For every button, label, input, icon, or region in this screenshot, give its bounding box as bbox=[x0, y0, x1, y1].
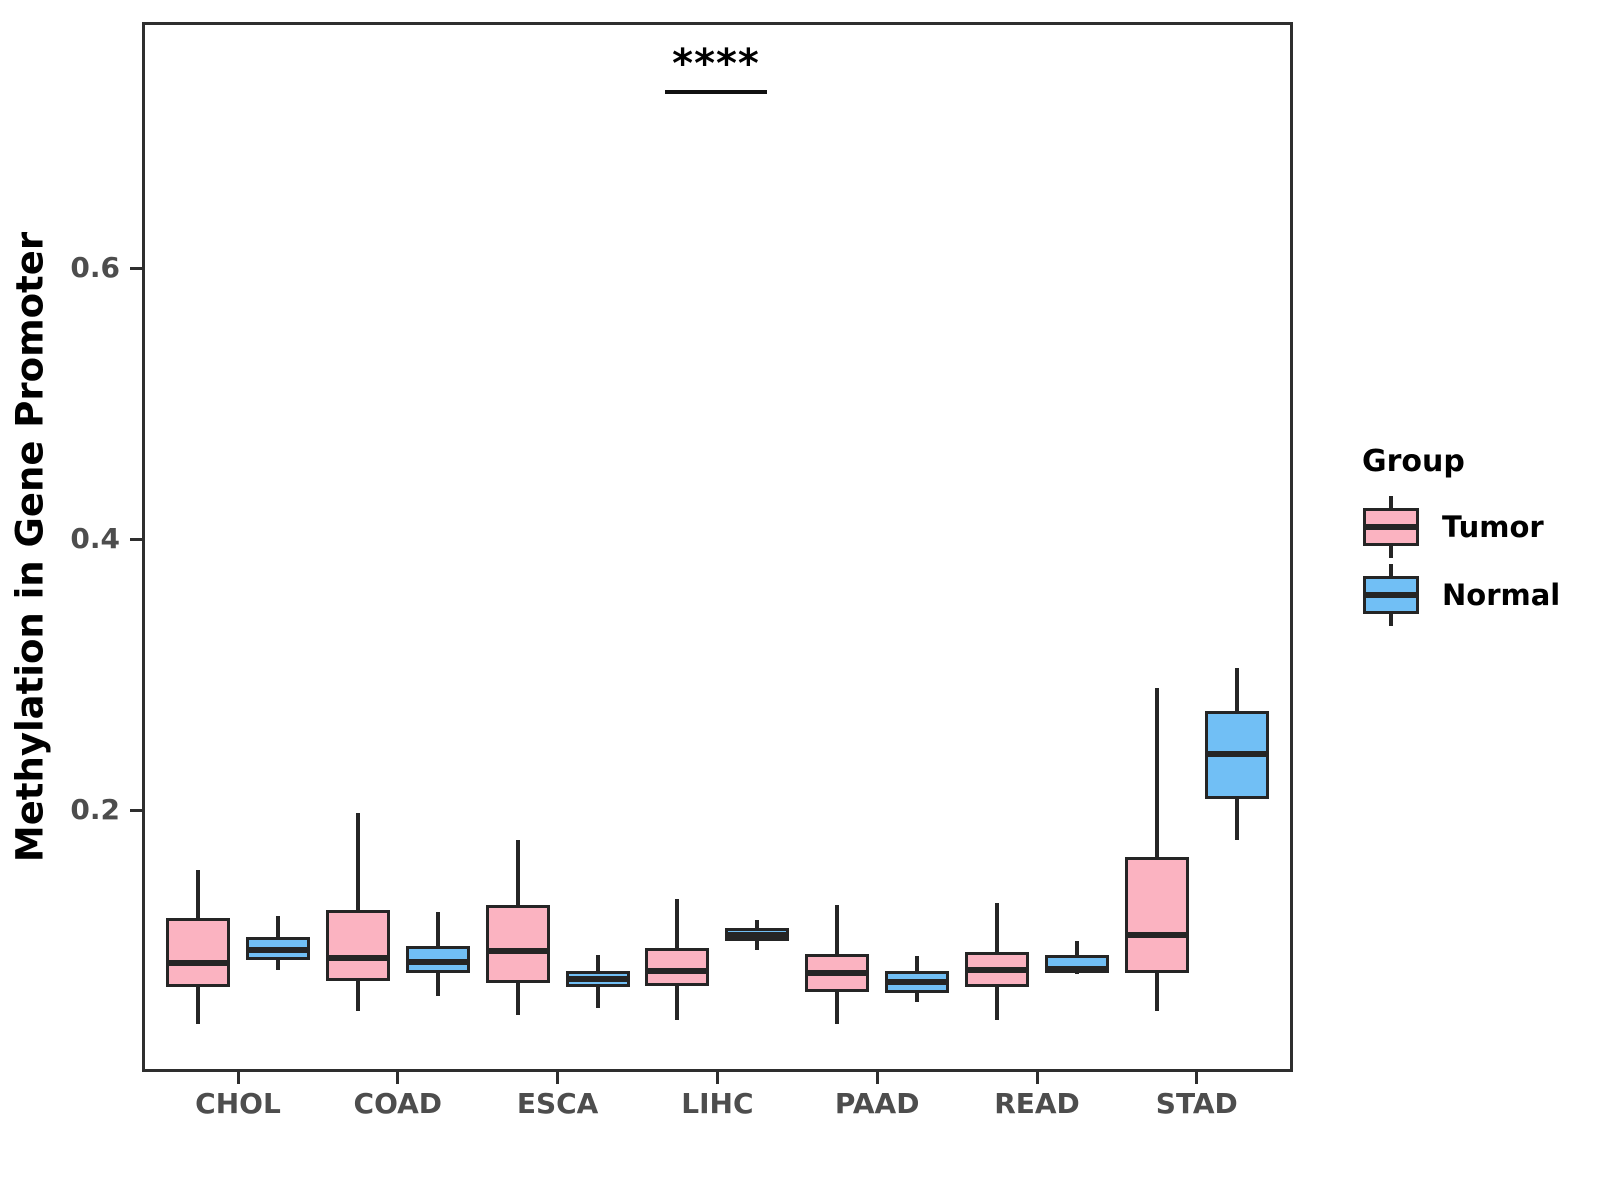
plot-panel bbox=[142, 22, 1293, 1072]
box-esca-tumor bbox=[485, 904, 550, 984]
x-axis-tick bbox=[715, 1072, 719, 1084]
y-tick-label: 0.4 bbox=[70, 522, 120, 555]
x-axis-tick bbox=[236, 1072, 240, 1084]
median-esca-tumor bbox=[485, 947, 550, 954]
x-tick-label-esca: ESCA bbox=[516, 1087, 599, 1120]
median-paad-tumor bbox=[805, 969, 870, 976]
significance-bracket-line bbox=[665, 90, 767, 94]
y-tick-label: 0.6 bbox=[70, 251, 120, 284]
tumor-boxplot-key-icon bbox=[1362, 496, 1420, 558]
normal-boxplot-key-icon bbox=[1362, 564, 1420, 626]
legend-item-normal: Normal bbox=[1362, 563, 1582, 627]
median-esca-normal bbox=[565, 976, 630, 983]
legend-label-tumor: Tumor bbox=[1442, 510, 1544, 544]
y-tick-label: 0.2 bbox=[70, 793, 120, 826]
median-lihc-tumor bbox=[645, 968, 710, 975]
x-tick-label-coad: COAD bbox=[353, 1087, 443, 1120]
x-axis-tick bbox=[1035, 1072, 1039, 1084]
box-coad-tumor bbox=[325, 910, 390, 981]
median-coad-normal bbox=[405, 958, 470, 965]
legend-title: Group bbox=[1362, 444, 1465, 479]
x-tick-label-stad: STAD bbox=[1155, 1087, 1238, 1120]
x-tick-label-chol: CHOL bbox=[195, 1087, 281, 1120]
x-axis-tick bbox=[396, 1072, 400, 1084]
y-axis-tick bbox=[130, 266, 142, 270]
x-tick-label-lihc: LIHC bbox=[681, 1087, 754, 1120]
legend: Group Tumor Normal bbox=[1362, 444, 1582, 631]
y-axis-tick bbox=[130, 808, 142, 812]
significance-stars: **** bbox=[672, 41, 760, 87]
median-coad-tumor bbox=[325, 954, 390, 961]
y-axis-title: Methylation in Gene Promoter bbox=[8, 231, 52, 863]
box-stad-tumor bbox=[1124, 857, 1189, 973]
y-axis-tick bbox=[130, 537, 142, 541]
legend-item-tumor: Tumor bbox=[1362, 495, 1582, 559]
median-paad-normal bbox=[885, 979, 950, 986]
median-chol-tumor bbox=[166, 960, 230, 967]
median-stad-normal bbox=[1204, 751, 1269, 758]
x-tick-label-paad: PAAD bbox=[834, 1087, 920, 1120]
whisker-stad-tumor bbox=[1154, 688, 1159, 1011]
box-chol-tumor bbox=[166, 918, 230, 988]
x-axis-tick bbox=[1195, 1072, 1199, 1084]
median-read-normal bbox=[1045, 965, 1109, 972]
x-tick-label-read: READ bbox=[994, 1087, 1080, 1120]
median-lihc-normal bbox=[725, 931, 790, 938]
median-stad-tumor bbox=[1124, 931, 1189, 938]
box-lihc-tumor bbox=[645, 948, 710, 987]
median-chol-normal bbox=[246, 946, 310, 953]
x-axis-tick bbox=[556, 1072, 560, 1084]
legend-label-normal: Normal bbox=[1442, 578, 1561, 612]
x-axis-tick bbox=[875, 1072, 879, 1084]
median-read-tumor bbox=[965, 966, 1029, 973]
